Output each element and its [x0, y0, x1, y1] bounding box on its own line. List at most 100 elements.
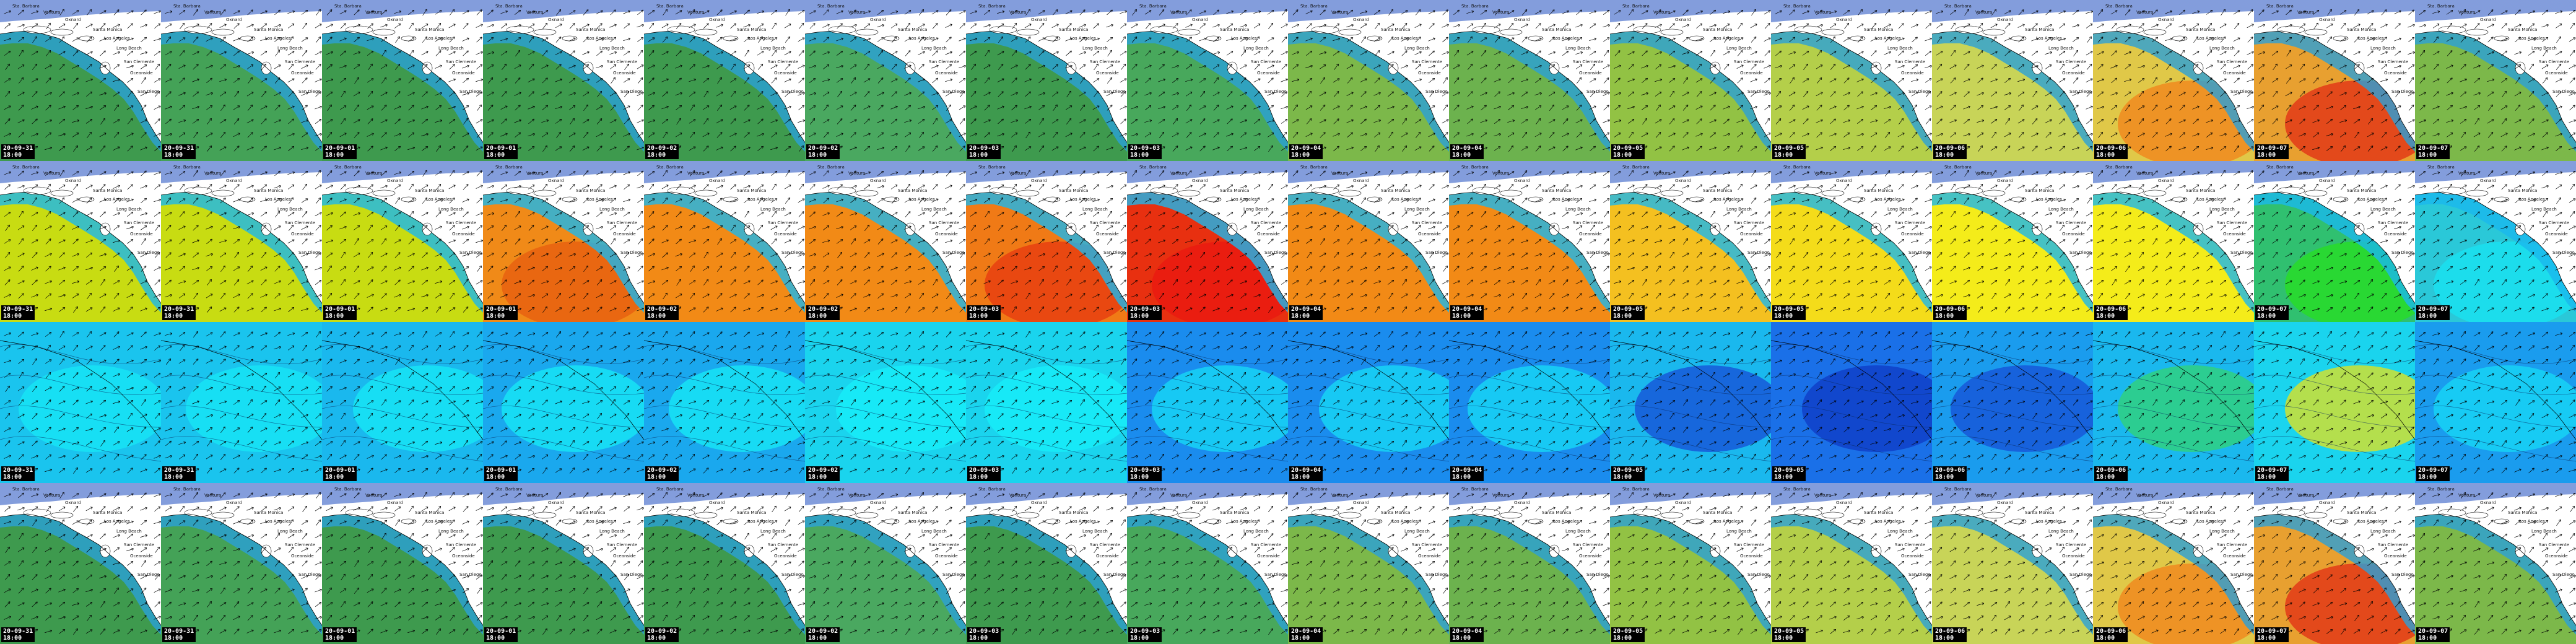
- wind-arrow: [326, 132, 333, 138]
- forecast-tile[interactable]: Sta. Barbara Ventura Oxnard Santa Monica Los…: [0, 161, 161, 322]
- wind-arrow: [2045, 185, 2052, 189]
- wind-arrow: [1816, 293, 1822, 299]
- wind-arrow: [959, 118, 965, 124]
- wind-arrow: [1387, 51, 1395, 56]
- forecast-tile[interactable]: Sta. Barbara Ventura Oxnard Santa Monica Los…: [322, 161, 483, 322]
- forecast-tile[interactable]: Sta. Barbara Ventura Oxnard Santa Monica Los…: [1449, 161, 1610, 322]
- forecast-tile[interactable]: Sta. Barbara Ventura Oxnard Santa Monica Los…: [1127, 0, 1288, 161]
- wind-arrow: [583, 9, 589, 15]
- wind-arrow: [1507, 119, 1515, 123]
- wind-arrow: [1576, 170, 1582, 176]
- wind-arrow: [178, 133, 186, 137]
- wind-arrow: [1093, 91, 1099, 97]
- wind-arrow: [155, 63, 160, 71]
- wind-arrow: [1388, 131, 1393, 139]
- wind-arrow: [2541, 37, 2549, 42]
- forecast-tile[interactable]: Sta. Barbara Ventura Oxnard Santa Monica Los…: [1288, 161, 1449, 322]
- wind-arrow: [675, 266, 682, 271]
- wind-arrow: [381, 293, 387, 299]
- wind-arrow: [58, 78, 66, 82]
- wind-arrow: [1575, 280, 1583, 284]
- wind-arrow: [476, 198, 482, 204]
- wind-arrow: [2060, 224, 2065, 232]
- forecast-tile[interactable]: Sta. Barbara Ventura Oxnard Santa Monica Los…: [161, 0, 322, 161]
- forecast-tile[interactable]: 20-09-31 18:00: [0, 322, 161, 483]
- forecast-tile[interactable]: Sta. Barbara Ventura Oxnard Santa Monica Los…: [2254, 161, 2415, 322]
- wind-arrow: [1466, 78, 1474, 83]
- wind-arrow: [18, 293, 24, 299]
- forecast-tile[interactable]: Sta. Barbara Ventura Oxnard Santa Monica Los…: [1932, 161, 2093, 322]
- wind-arrow: [1267, 171, 1274, 176]
- forecast-tile[interactable]: Sta. Barbara Ventura Oxnard Santa Monica Los…: [161, 161, 322, 322]
- wind-arrow: [1481, 211, 1487, 217]
- wind-arrow: [2005, 279, 2010, 286]
- wind-arrow: [744, 77, 750, 84]
- forecast-tile[interactable]: Sta. Barbara Ventura Oxnard Santa Monica Los…: [322, 0, 483, 161]
- wind-arrow: [1576, 293, 1582, 299]
- place-label: San Diego: [1425, 250, 1448, 255]
- forecast-tile[interactable]: Sta. Barbara Ventura Oxnard Santa Monica Los…: [2254, 0, 2415, 161]
- wind-arrow: [676, 23, 682, 29]
- wind-arrow: [2059, 118, 2065, 124]
- wind-arrow: [1199, 307, 1206, 313]
- forecast-tile[interactable]: Sta. Barbara Ventura Oxnard Santa Monica Los…: [1610, 0, 1771, 161]
- forecast-tile[interactable]: Sta. Barbara Ventura Oxnard Santa Monica Los…: [644, 0, 805, 161]
- wind-arrow: [2125, 132, 2131, 138]
- wind-arrow: [1655, 253, 1662, 258]
- forecast-tile[interactable]: Sta. Barbara Ventura Oxnard Santa Monica Los…: [2415, 161, 2576, 322]
- forecast-tile[interactable]: Sta. Barbara Ventura Oxnard Santa Monica Los…: [1449, 0, 1610, 161]
- wind-arrow: [1604, 50, 1609, 56]
- forecast-tile[interactable]: Sta. Barbara Ventura Oxnard Santa Monica Los…: [1127, 161, 1288, 322]
- wind-arrow: [1668, 171, 1676, 175]
- wind-arrow: [2433, 252, 2439, 258]
- wind-arrow: [1871, 211, 1877, 217]
- forecast-tile[interactable]: Sta. Barbara Ventura Oxnard Santa Monica Los…: [2093, 0, 2254, 161]
- wind-arrow: [2299, 146, 2305, 152]
- coastline: [483, 30, 644, 143]
- wind-arrow: [1642, 23, 1648, 29]
- forecast-tile[interactable]: Sta. Barbara Ventura Oxnard Santa Monica Los…: [2093, 161, 2254, 322]
- wind-arrow: [327, 104, 332, 111]
- wind-arrow: [18, 105, 24, 111]
- wind-arrow: [582, 78, 590, 82]
- wind-arrow: [515, 211, 521, 217]
- forecast-tile[interactable]: Sta. Barbara Ventura Oxnard Santa Monica Los…: [483, 161, 644, 322]
- forecast-tile[interactable]: Sta. Barbara Ventura Oxnard Santa Monica Los…: [805, 161, 966, 322]
- forecast-tile[interactable]: Sta. Barbara Ventura Oxnard Santa Monica Los…: [805, 0, 966, 161]
- forecast-tile[interactable]: Sta. Barbara Ventura Oxnard Santa Monica Los…: [1610, 161, 1771, 322]
- forecast-tile[interactable]: Sta. Barbara Ventura Oxnard Santa Monica Los…: [1771, 161, 1932, 322]
- forecast-tile[interactable]: Sta. Barbara Ventura Oxnard Santa Monica Los…: [1932, 0, 2093, 161]
- wind-arrow: [449, 170, 455, 176]
- forecast-tile[interactable]: Sta. Barbara Ventura Oxnard Santa Monica Los…: [1771, 0, 1932, 161]
- forecast-tile[interactable]: Sta. Barbara Ventura Oxnard Santa Monica Los…: [966, 0, 1127, 161]
- forecast-tile[interactable]: Sta. Barbara Ventura Oxnard Santa Monica Los…: [2415, 0, 2576, 161]
- wind-arrow: [2073, 77, 2079, 84]
- wind-arrow: [1790, 77, 1795, 84]
- wind-arrow: [2460, 37, 2466, 43]
- wind-arrow: [528, 24, 535, 28]
- wind-arrow: [2408, 170, 2414, 176]
- place-label: Long Beach: [1565, 207, 1591, 212]
- forecast-tile[interactable]: Sta. Barbara Ventura Oxnard Santa Monica Los…: [644, 161, 805, 322]
- wind-arrow: [702, 78, 710, 83]
- forecast-tile[interactable]: Sta. Barbara Ventura Oxnard Santa Monica Los…: [0, 0, 161, 161]
- wind-arrow: [2569, 280, 2576, 284]
- wind-arrow: [2299, 24, 2306, 28]
- wind-arrow: [556, 170, 562, 176]
- forecast-tile[interactable]: Sta. Barbara Ventura Oxnard Santa Monica Los…: [1288, 0, 1449, 161]
- place-label: San Diego: [2069, 89, 2092, 94]
- forecast-tile[interactable]: Sta. Barbara Ventura Oxnard Santa Monica Los…: [483, 0, 644, 161]
- wind-arrow: [542, 50, 548, 56]
- wind-arrow: [1829, 51, 1837, 56]
- wind-arrow: [394, 64, 401, 70]
- wind-arrow: [72, 23, 79, 29]
- wind-arrow: [945, 146, 952, 151]
- forecast-tile[interactable]: Sta. Barbara Ventura Oxnard Santa Monica Los…: [966, 161, 1127, 322]
- wind-arrow: [1159, 9, 1165, 15]
- wind-arrow: [2432, 294, 2440, 298]
- wind-arrow: [609, 146, 617, 150]
- wind-arrow: [316, 170, 321, 177]
- wind-arrow: [301, 37, 308, 42]
- wind-arrow: [1534, 133, 1542, 137]
